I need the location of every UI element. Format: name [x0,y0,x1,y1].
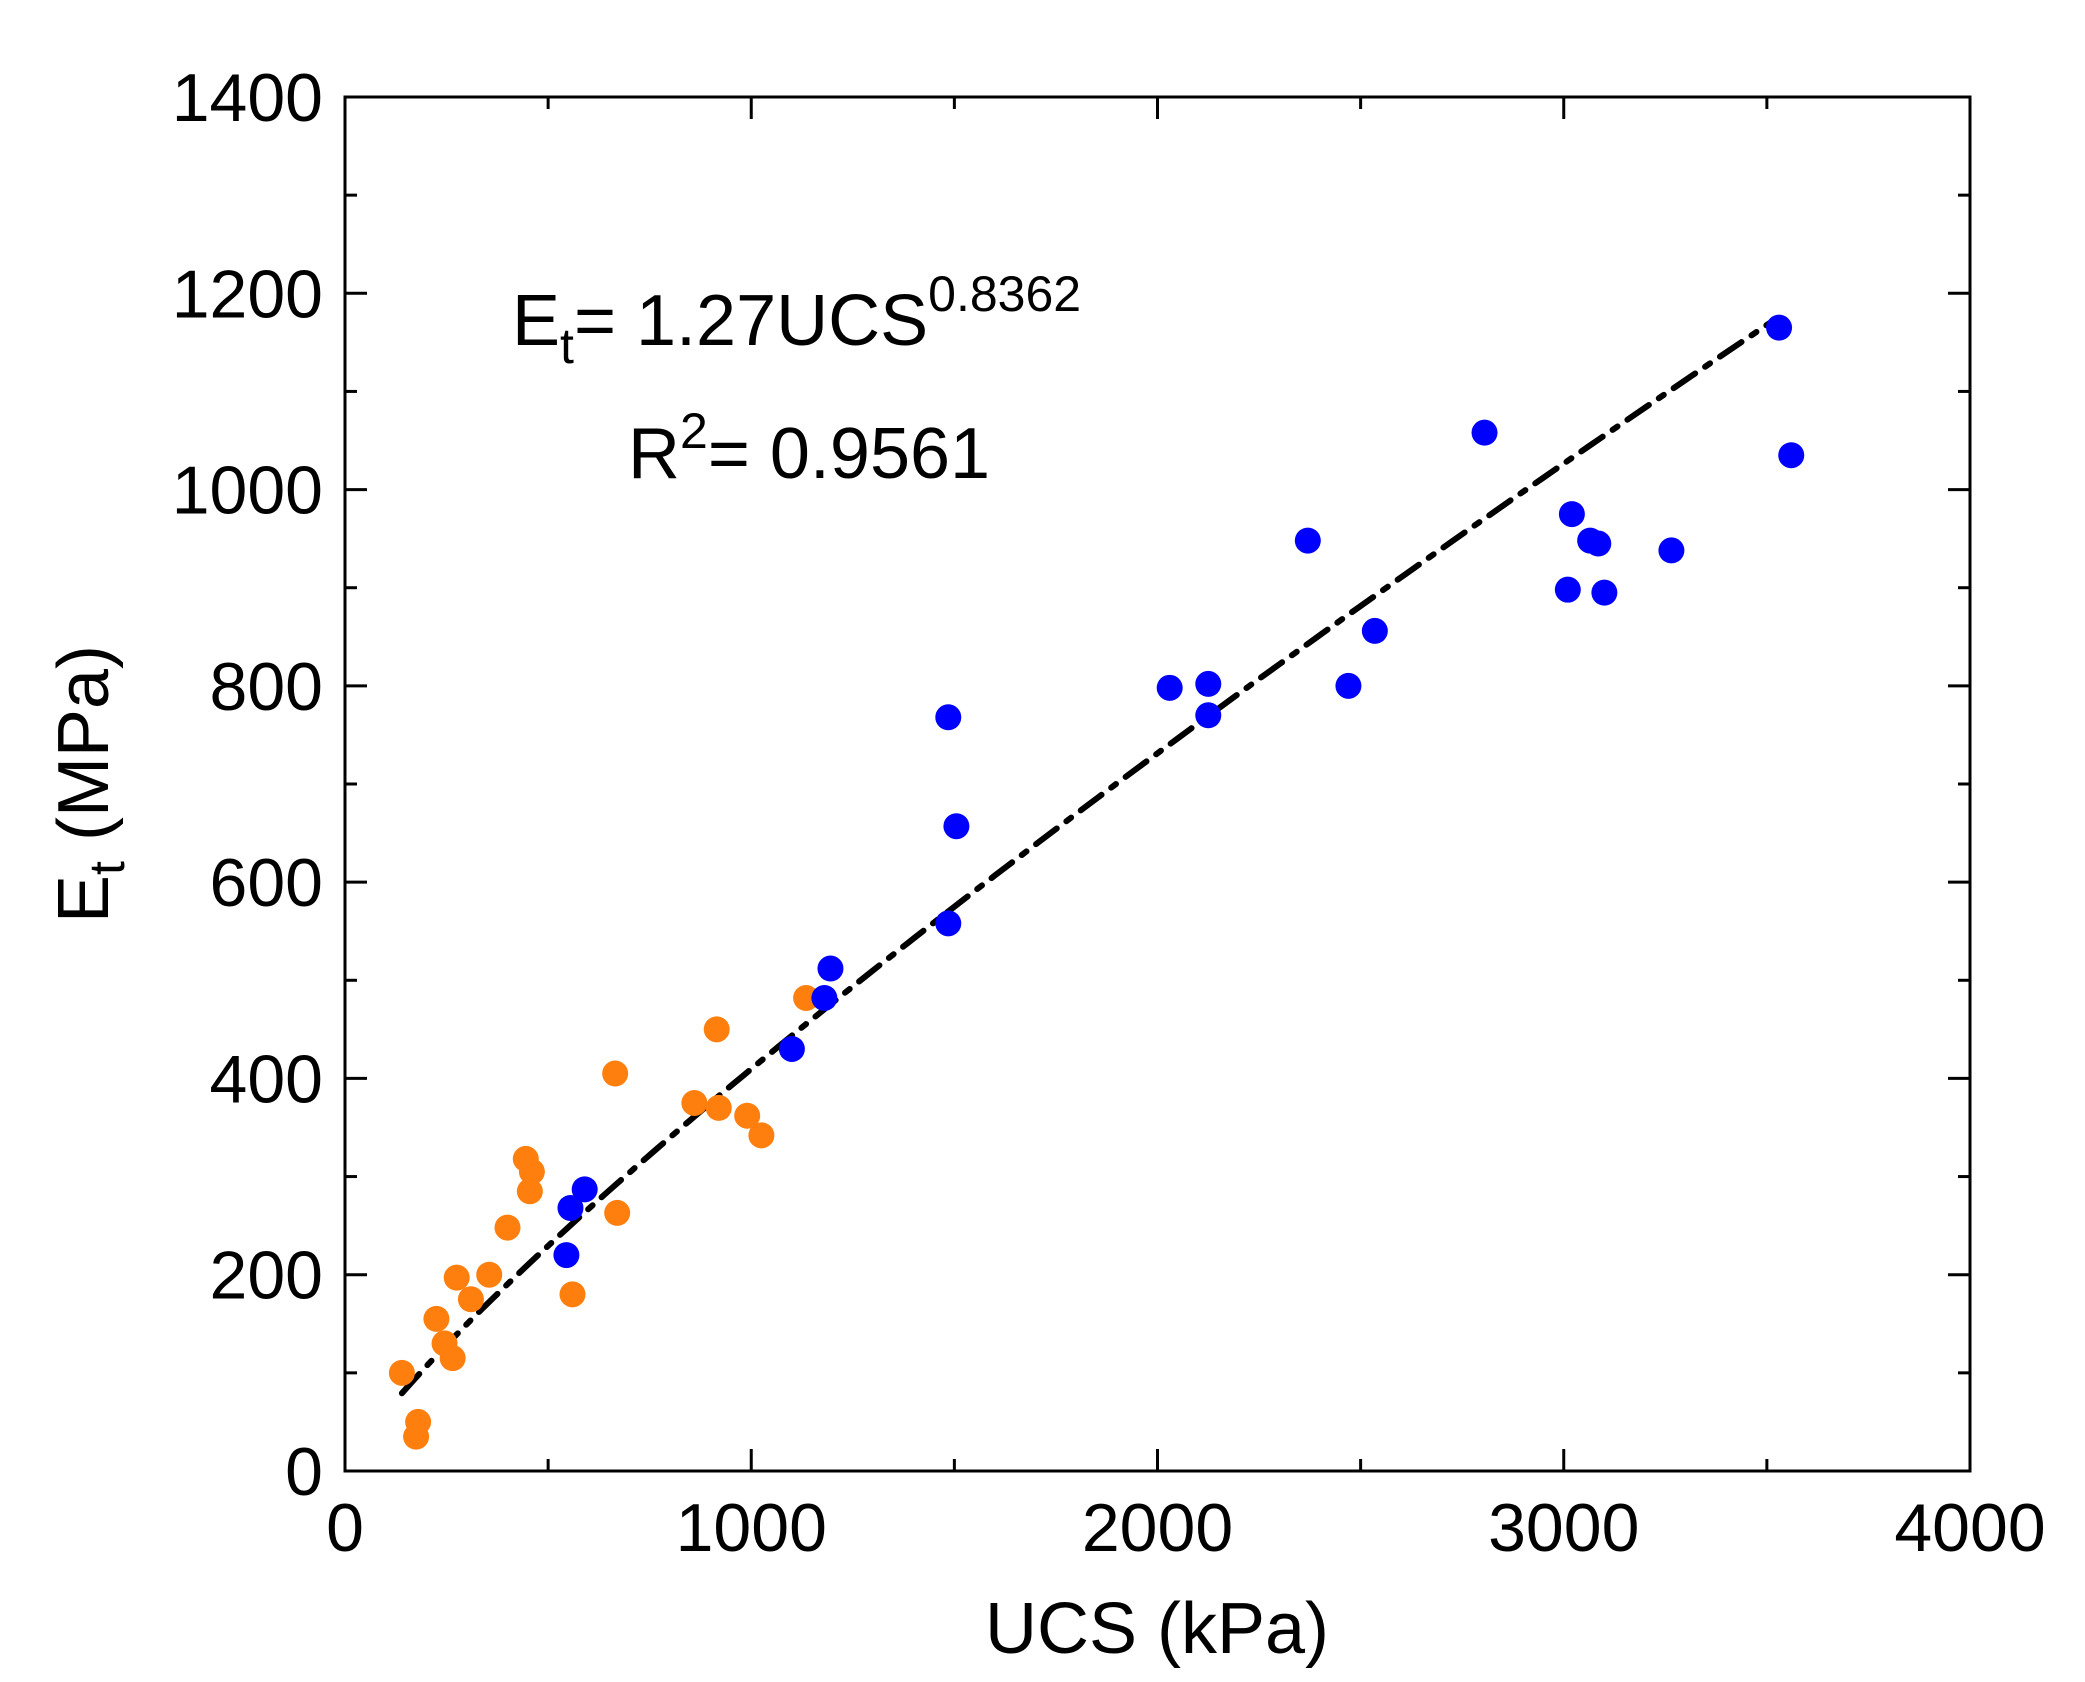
blue-data-point [557,1194,584,1221]
orange-data-point [559,1281,586,1308]
blue-data-point [935,910,962,937]
equation-lhs: E [512,281,560,361]
y-tick-label: 400 [210,1041,323,1117]
orange-data-point [734,1102,761,1129]
blue-data-point [817,955,844,982]
y-tick-label: 800 [210,649,323,725]
orange-data-point [518,1158,545,1185]
blue-data-point [1195,670,1222,697]
y-tick-label: 200 [210,1238,323,1314]
equation-lhs-sub: t [560,318,574,374]
blue-data-point [1778,442,1805,469]
blue-data-point [1591,579,1618,606]
blue-data-point [1195,702,1222,729]
orange-data-point [604,1199,631,1226]
blue-data-point [1558,501,1585,528]
y-axis-label-rest: (MPa) [44,645,124,861]
y-tick-label: 0 [285,1434,323,1510]
x-tick-label: 4000 [1894,1490,2045,1566]
tick-labels: 0 1000 2000 3000 4000 0 200 400 600 800 1000 1200 14… [172,60,2046,1566]
r-squared-base: R [628,414,680,494]
r-squared-value: = 0.9561 [708,414,990,494]
y-tick-label: 1200 [172,256,323,332]
x-tick-label: 3000 [1488,1490,1639,1566]
plot-frame [343,95,1972,1473]
blue-data-point [1658,537,1685,564]
x-tick-label: 1000 [676,1490,827,1566]
y-tick-label: 1400 [172,60,323,136]
blue-data-point [1361,617,1388,644]
orange-data-point [748,1122,775,1149]
orange-data-point [423,1305,450,1332]
blue-data-point [1554,576,1581,603]
orange-data-point [403,1423,430,1450]
blue-data-point [1471,419,1498,446]
orange-data-point [443,1264,470,1291]
orange-data-point [457,1286,484,1313]
blue-data-point [778,1035,805,1062]
y-tick-label: 600 [210,845,323,921]
data-points-layer [388,314,1805,1450]
blue-data-point [1294,527,1321,554]
blue-data-point [1156,674,1183,701]
blue-data-point [811,984,838,1011]
blue-data-point [943,813,970,840]
orange-data-point [602,1060,629,1087]
blue-data-point [935,704,962,731]
orange-data-point [388,1359,415,1386]
y-axis-label: Et (MPa) [44,645,135,923]
blue-data-point [571,1176,598,1203]
equation-annotation: Et= 1.27UCS0.8362 [512,266,1081,374]
equation-rhs: = 1.27UCS [574,281,928,361]
orange-data-point [681,1089,708,1116]
orange-data-point [705,1094,732,1121]
blue-data-point [1335,672,1362,699]
r-squared-annotation: R2= 0.9561 [628,403,990,494]
x-axis-label: UCS (kPa) [985,1589,1329,1669]
y-axis-label-sub: t [79,861,135,875]
orange-data-point [494,1214,521,1241]
orange-data-point [793,984,820,1011]
x-tick-label: 0 [326,1490,364,1566]
orange-data-point [439,1345,466,1372]
x-tick-label: 2000 [1082,1490,1233,1566]
orange-data-point [516,1178,543,1205]
blue-data-point [1766,314,1793,341]
orange-data-point [703,1016,730,1043]
fit-line-layer [398,319,1774,1397]
y-tick-label: 1000 [172,453,323,529]
r-squared-sup: 2 [680,403,708,459]
equation-exponent: 0.8362 [928,266,1081,322]
orange-data-point [476,1261,503,1288]
y-axis-label-main: E [44,875,124,923]
power-fit-line [398,319,1774,1397]
blue-data-point [553,1242,580,1269]
blue-data-point [1585,530,1612,557]
